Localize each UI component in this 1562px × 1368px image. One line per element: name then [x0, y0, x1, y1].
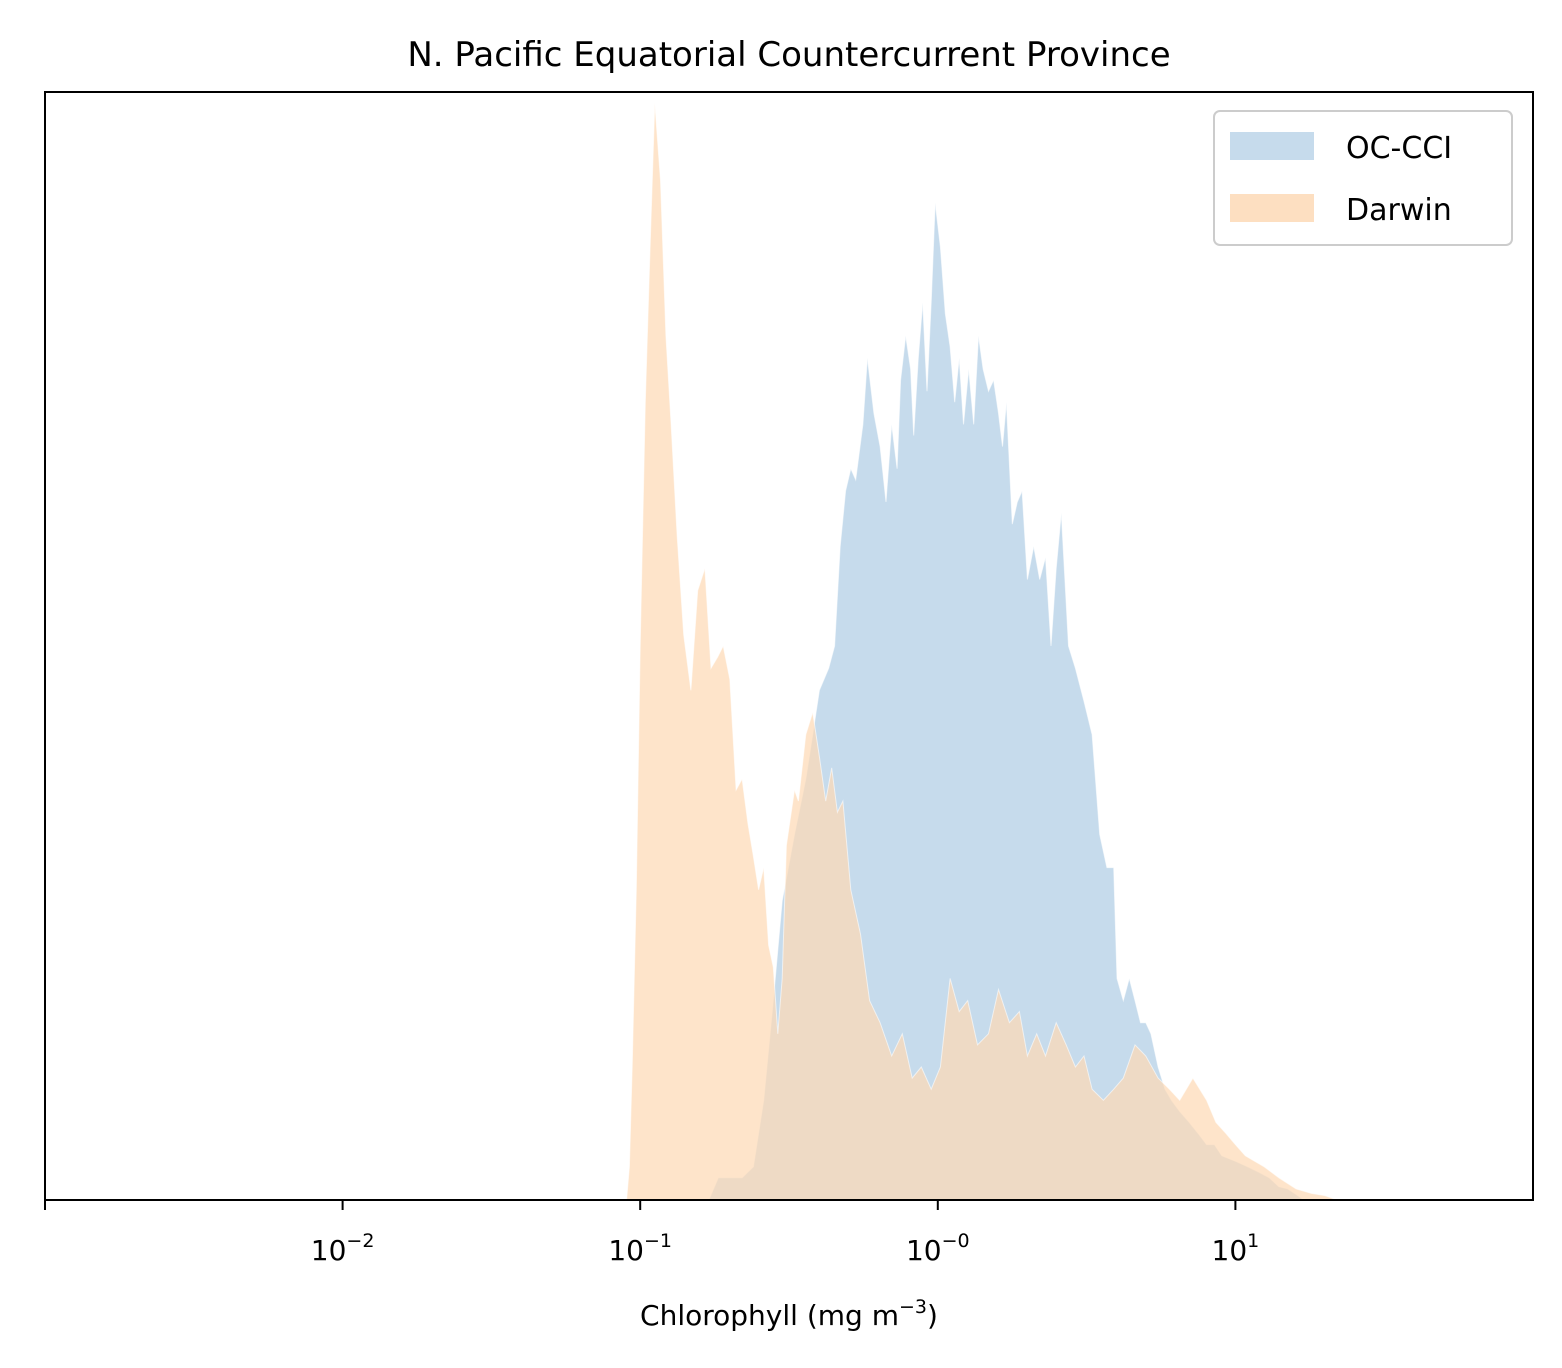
series-area-darwin [626, 103, 1338, 1201]
x-axis-label: Chlorophyll (mg m−3) [640, 1296, 938, 1332]
x-axis-label-main: Chlorophyll (mg m [640, 1299, 899, 1332]
x-tick-label-base: 10 [311, 1234, 347, 1267]
plot-area [626, 103, 1338, 1201]
chart-title: N. Pacific Equatorial Countercurrent Pro… [407, 35, 1170, 75]
x-tick-label: 10−0 [906, 1230, 970, 1267]
legend: OC-CCI Darwin [1213, 110, 1513, 246]
x-tick-label-base: 10 [1212, 1234, 1248, 1267]
x-axis-ticks: 10−2 10−1 10−0 101 [44, 1200, 1260, 1267]
legend-label-oc-cci: OC-CCI [1346, 131, 1452, 166]
x-tick-label-exponent: −0 [942, 1230, 970, 1252]
x-tick-label: 10−1 [608, 1230, 672, 1267]
x-tick-label-exponent: −2 [346, 1230, 374, 1252]
axes-frame [44, 91, 1534, 1201]
x-tick-label-base: 10 [906, 1234, 942, 1267]
x-tick-label-base: 10 [608, 1234, 644, 1267]
x-axis-label-close: ) [927, 1299, 938, 1332]
x-axis-label-exponent: −3 [899, 1296, 927, 1318]
x-tick-label: 10−2 [311, 1230, 375, 1267]
legend-swatch-oc-cci [1230, 132, 1314, 160]
x-tick-label-exponent: −1 [644, 1230, 672, 1252]
legend-swatch-darwin [1230, 194, 1314, 222]
x-tick-label-exponent: 1 [1247, 1230, 1259, 1252]
legend-label-darwin: Darwin [1346, 193, 1452, 228]
x-tick-label: 101 [1212, 1230, 1260, 1267]
